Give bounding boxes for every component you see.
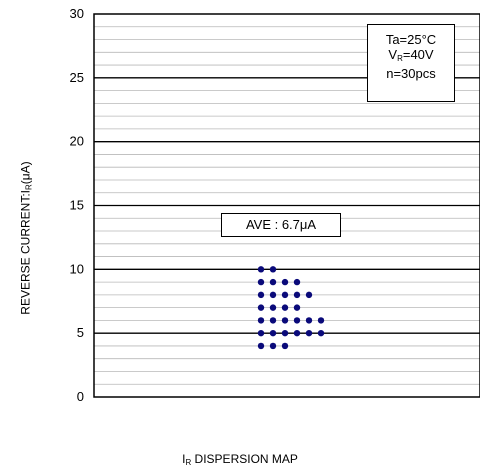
data-point	[269, 266, 277, 273]
data-point	[281, 329, 289, 337]
data-point	[257, 304, 265, 311]
data-point	[257, 329, 265, 337]
sample-count-condition: n=30pcs	[386, 66, 436, 81]
data-point	[293, 304, 301, 311]
data-point	[257, 317, 265, 324]
x-axis-label: IR DISPERSION MAP	[182, 452, 298, 467]
y-tick-label: 20	[70, 134, 84, 149]
data-point	[257, 266, 265, 273]
data-point	[281, 291, 289, 299]
y-tick-label: 5	[77, 325, 84, 340]
conditions-box: Ta=25°C VR=40V n=30pcs	[367, 24, 455, 102]
temperature-condition: Ta=25°C	[385, 32, 437, 47]
data-point	[281, 278, 289, 286]
y-tick-label: 0	[77, 389, 84, 404]
data-points	[257, 266, 325, 350]
data-point	[269, 342, 277, 350]
average-annotation: AVE : 6.7μA	[221, 213, 341, 237]
y-tick-label: 10	[70, 261, 84, 276]
data-point	[317, 329, 325, 337]
data-point	[293, 278, 301, 286]
data-point	[257, 291, 265, 299]
data-point	[257, 342, 265, 350]
voltage-condition: VR=40V	[388, 47, 434, 63]
y-tick-labels: 0 5 10 15 20 25 30	[70, 6, 84, 404]
data-point	[281, 304, 289, 311]
data-point	[281, 342, 289, 350]
y-axis-label: REVERSE CURRENT:IR(μA)	[18, 161, 34, 315]
data-point	[257, 278, 265, 286]
data-point	[269, 291, 277, 299]
data-point	[317, 317, 325, 324]
data-point	[305, 329, 313, 337]
data-point	[269, 278, 277, 286]
data-point	[293, 317, 301, 324]
data-point	[293, 329, 301, 337]
data-point	[281, 317, 289, 324]
data-point	[305, 317, 313, 324]
data-point	[269, 329, 277, 337]
plot-frame	[93, 13, 480, 398]
data-point	[305, 291, 313, 299]
y-tick-label: 25	[70, 70, 84, 85]
y-tick-label: 15	[70, 198, 84, 213]
data-point	[293, 291, 301, 299]
data-point	[269, 317, 277, 324]
y-tick-label: 30	[70, 6, 84, 21]
data-point	[269, 304, 277, 311]
